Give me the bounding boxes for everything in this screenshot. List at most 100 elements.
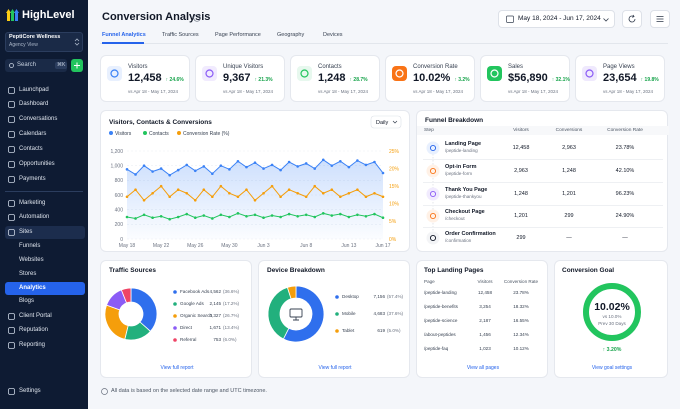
step-name: Landing Page bbox=[445, 141, 482, 147]
tab[interactable]: Traffic Sources bbox=[162, 32, 199, 38]
point bbox=[245, 165, 248, 169]
point bbox=[287, 188, 291, 192]
graphic bbox=[395, 69, 404, 78]
graphic bbox=[8, 145, 15, 153]
cell: 23.78% bbox=[513, 290, 529, 295]
center-bg bbox=[281, 299, 311, 329]
kpi-change: ↑ 28.7% bbox=[349, 77, 368, 83]
point bbox=[347, 191, 351, 195]
legend-marker bbox=[335, 329, 339, 333]
graphic bbox=[267, 285, 339, 343]
point bbox=[228, 168, 231, 171]
point bbox=[356, 213, 359, 217]
cell: — bbox=[566, 234, 572, 241]
calendar-icon bbox=[506, 15, 514, 23]
cell: 96.23% bbox=[615, 190, 635, 197]
x-tick-label: May 18 bbox=[119, 243, 136, 249]
tab[interactable]: Devices bbox=[323, 32, 343, 38]
logo-arrow bbox=[10, 9, 15, 13]
menu-item: Calendars bbox=[19, 131, 47, 137]
tab[interactable]: Funnel Analytics bbox=[102, 32, 146, 38]
chart-title: Visitors, Contacts & Conversions bbox=[109, 119, 212, 126]
menu-icon bbox=[8, 213, 15, 221]
menu-item: Stores bbox=[19, 271, 37, 277]
point bbox=[125, 215, 129, 219]
step-glyph bbox=[429, 234, 437, 242]
y2-tick-label: 25% bbox=[389, 149, 400, 155]
pie-slice bbox=[104, 304, 129, 340]
kpi-label: Visitors bbox=[128, 64, 148, 70]
info-icon bbox=[193, 14, 201, 22]
link[interactable]: View full report bbox=[318, 365, 352, 371]
plus-icon bbox=[74, 62, 80, 69]
menu-item: Funnels bbox=[19, 243, 41, 249]
point bbox=[228, 191, 231, 195]
graphic bbox=[110, 69, 119, 78]
page-title: Conversion Analysis bbox=[102, 11, 211, 23]
link[interactable]: View all pages bbox=[466, 365, 500, 371]
pie-slice bbox=[130, 287, 158, 332]
account-box bbox=[5, 32, 83, 52]
point bbox=[270, 184, 274, 188]
menu-item: Sites bbox=[19, 229, 33, 235]
graphic bbox=[8, 175, 15, 183]
link[interactable]: View goal settings bbox=[591, 365, 633, 371]
y-tick-label: 600 bbox=[115, 193, 124, 199]
y-tick-label: 0 bbox=[120, 237, 123, 243]
dropdown[interactable] bbox=[370, 115, 402, 129]
chevron bbox=[74, 38, 80, 46]
funnel-card: Funnel Breakdown Step Visitors Conversions C… bbox=[416, 110, 669, 252]
legend-marker bbox=[173, 338, 177, 342]
link[interactable]: View full report bbox=[160, 365, 194, 371]
menu-icon bbox=[8, 130, 15, 138]
refresh-button[interactable] bbox=[622, 10, 642, 28]
point bbox=[211, 172, 214, 176]
separator bbox=[5, 191, 83, 192]
graphic bbox=[8, 115, 15, 123]
x-tick-label: May 26 bbox=[187, 243, 204, 249]
step-path: /peptide-thankyou bbox=[445, 194, 482, 199]
point bbox=[151, 216, 154, 220]
tab[interactable]: Geography bbox=[277, 32, 305, 38]
step-glyph bbox=[429, 144, 437, 152]
kpi-glyph bbox=[395, 69, 404, 78]
legend-marker bbox=[335, 295, 339, 299]
cell: 23.78% bbox=[615, 144, 635, 151]
kpi-glyph bbox=[205, 69, 214, 78]
point bbox=[168, 195, 171, 199]
point bbox=[279, 215, 282, 219]
cell: 3,254 bbox=[479, 304, 491, 309]
legend-label: Referral bbox=[180, 336, 197, 342]
legend-label: Facebook Ads bbox=[180, 288, 210, 294]
account-name: PeptiCore Wellness bbox=[9, 34, 61, 40]
kpi-change: ↑ 32.1% bbox=[551, 77, 570, 83]
row-divider bbox=[423, 205, 663, 206]
y2-tick-label: 0% bbox=[389, 237, 397, 243]
kpi-card: Contacts 1,248 ↑ 28.7% vs Apr 18 - May 17, … bbox=[290, 55, 380, 102]
point bbox=[381, 171, 385, 175]
legend-label: Contacts bbox=[149, 131, 169, 137]
step-path: /peptide-form bbox=[445, 171, 473, 176]
menu-icon bbox=[8, 145, 15, 153]
point bbox=[142, 164, 146, 167]
legend-label: Direct bbox=[180, 324, 192, 330]
graphic bbox=[205, 69, 214, 78]
cell: /peptide-benefits bbox=[424, 304, 458, 309]
step-path: /peptide-landing bbox=[445, 148, 478, 153]
menu-item: Websites bbox=[19, 257, 44, 263]
point bbox=[142, 213, 146, 217]
x-tick-label: Jun 3 bbox=[257, 243, 269, 249]
y2-tick-label: 20% bbox=[389, 166, 400, 172]
graphic bbox=[585, 69, 594, 78]
menu-icon bbox=[8, 100, 15, 108]
search-text: Search bbox=[17, 62, 37, 68]
kpi-label: Conversion Rate bbox=[413, 64, 458, 70]
cell: 1,201 bbox=[514, 212, 528, 219]
point bbox=[347, 215, 351, 219]
point bbox=[356, 159, 359, 162]
pie-slice bbox=[120, 287, 132, 304]
point bbox=[296, 191, 299, 195]
tab[interactable]: Page Performance bbox=[215, 32, 261, 38]
point bbox=[125, 195, 129, 199]
point bbox=[253, 213, 257, 217]
